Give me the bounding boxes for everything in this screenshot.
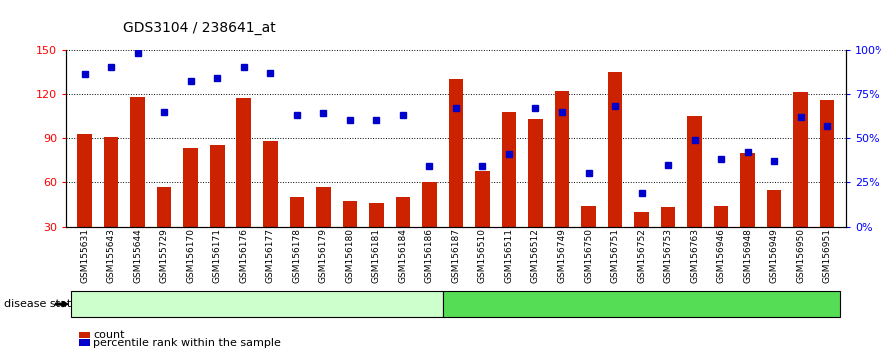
- Bar: [183, 148, 198, 271]
- Text: disease state: disease state: [4, 299, 78, 309]
- Bar: [766, 190, 781, 271]
- Bar: [740, 153, 755, 271]
- Bar: [475, 171, 490, 271]
- Bar: [820, 100, 834, 271]
- Bar: [714, 206, 729, 271]
- Text: control: control: [236, 298, 278, 310]
- Bar: [263, 141, 278, 271]
- Bar: [634, 212, 648, 271]
- Bar: [290, 197, 304, 271]
- Bar: [157, 187, 172, 271]
- Bar: [608, 72, 622, 271]
- Bar: [343, 201, 357, 271]
- Text: GDS3104 / 238641_at: GDS3104 / 238641_at: [123, 21, 276, 35]
- Bar: [130, 97, 145, 271]
- Text: count: count: [93, 330, 125, 340]
- Bar: [104, 137, 118, 271]
- Bar: [687, 116, 702, 271]
- Text: insulin-resistant polycystic ovary syndrome: insulin-resistant polycystic ovary syndr…: [521, 299, 763, 309]
- Text: percentile rank within the sample: percentile rank within the sample: [93, 338, 281, 348]
- Bar: [316, 187, 330, 271]
- Bar: [422, 182, 437, 271]
- Bar: [78, 133, 92, 271]
- Bar: [236, 98, 251, 271]
- Bar: [555, 91, 569, 271]
- Bar: [529, 119, 543, 271]
- Bar: [794, 92, 808, 271]
- Bar: [210, 145, 225, 271]
- Bar: [501, 112, 516, 271]
- Bar: [369, 203, 383, 271]
- Bar: [581, 206, 596, 271]
- Bar: [396, 197, 411, 271]
- Bar: [661, 207, 676, 271]
- Bar: [448, 79, 463, 271]
